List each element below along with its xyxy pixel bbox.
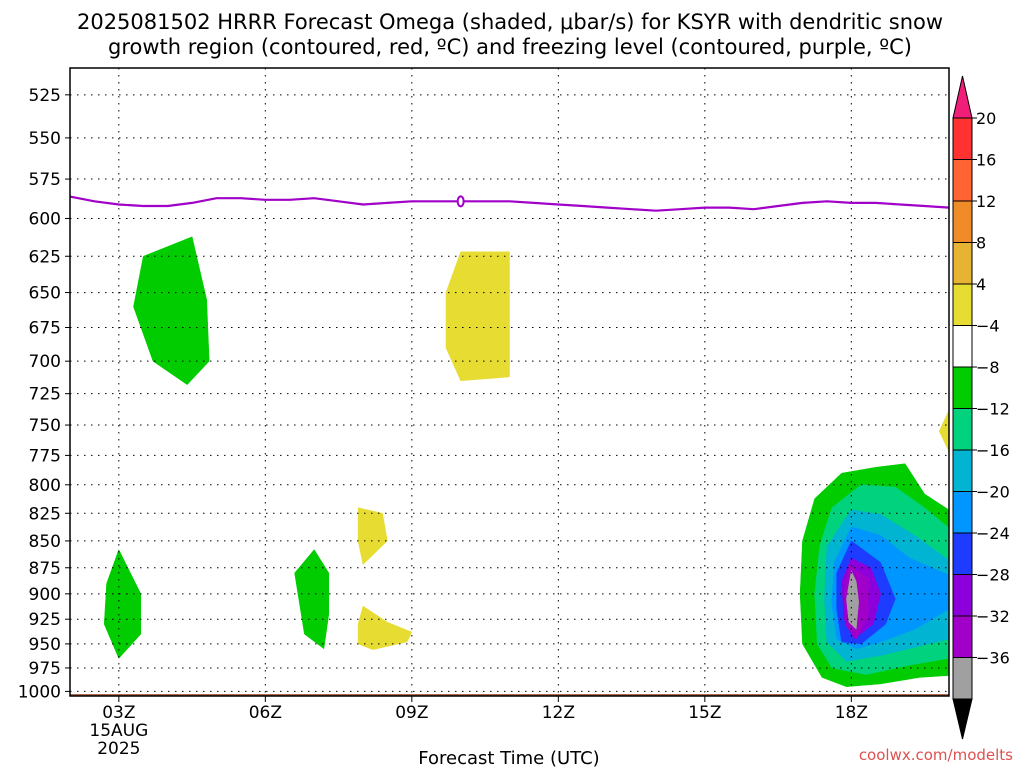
- x-tick-label-03Z: 03Z: [102, 703, 135, 723]
- y-axis: 525 550 575 600 625 650 675 700 725 750 775 800 825 8…: [18, 86, 70, 702]
- y-tick-label-800: 800: [29, 476, 61, 496]
- colorbar-bin-7: [952, 408, 973, 451]
- x-tick-label-15Z: 15Z: [688, 703, 721, 723]
- ground-surface: [70, 694, 949, 696]
- y-tick-label-975: 975: [29, 659, 61, 679]
- colorbar-top-arrow: [952, 75, 973, 119]
- colorbar-bin-9: [952, 491, 973, 534]
- colorbar-bin-2: [952, 200, 973, 243]
- freezing-level-layer: [69, 195, 950, 212]
- y-tick-label-1000: 1000: [18, 682, 61, 702]
- omega-colorbar: 20 16 12 8 4 −4 −8 −12 −16 −20 −24 −28 −32 −36: [952, 75, 1010, 740]
- omega-region-3: [294, 549, 330, 650]
- omega-region-14: [846, 570, 859, 630]
- y-tick-label-550: 550: [29, 129, 61, 149]
- colorbar-label-12: −32: [976, 607, 1010, 626]
- colorbar-label-13: −36: [976, 649, 1010, 668]
- colorbar-label-5: −4: [976, 317, 1000, 336]
- colorbar-bottom-arrow: [952, 698, 973, 740]
- colorbar-bin-13: [952, 657, 973, 700]
- colorbar-bin-12: [952, 615, 973, 658]
- omega-region-6: [938, 409, 950, 452]
- omega-region-0: [133, 236, 210, 386]
- freezing-level-line: [69, 195, 950, 212]
- y-tick-label-875: 875: [29, 559, 61, 579]
- colorbar-label-4: 4: [976, 275, 986, 294]
- y-tick-label-525: 525: [29, 86, 61, 106]
- omega-region-1: [445, 251, 510, 382]
- y-tick-label-650: 650: [29, 284, 61, 304]
- y-tick-label-625: 625: [29, 247, 61, 267]
- colorbar-bin-5: [952, 325, 973, 368]
- colorbar-bin-0: [952, 117, 973, 160]
- y-tick-label-775: 775: [29, 446, 61, 466]
- omega-region-4: [357, 507, 388, 566]
- y-tick-label-950: 950: [29, 635, 61, 655]
- colorbar-bin-6: [952, 366, 973, 409]
- colorbar-bin-10: [952, 532, 973, 575]
- y-tick-label-675: 675: [29, 319, 61, 339]
- y-tick-label-850: 850: [29, 532, 61, 552]
- y-tick-label-575: 575: [29, 170, 61, 190]
- colorbar-label-3: 8: [976, 234, 986, 253]
- colorbar-label-0: 20: [976, 109, 996, 128]
- colorbar-bin-3: [952, 242, 973, 285]
- freezing-level-label-marker: [456, 195, 465, 208]
- y-tick-label-825: 825: [29, 504, 61, 524]
- y-tick-label-725: 725: [29, 385, 61, 405]
- colorbar-label-9: −20: [976, 483, 1010, 502]
- colorbar-label-2: 12: [976, 192, 996, 211]
- omega-region-2: [103, 548, 142, 659]
- chart-title-line-2: growth region (contoured, red, ºC) and f…: [108, 35, 912, 59]
- colorbar-label-10: −24: [976, 524, 1010, 543]
- y-tick-label-750: 750: [29, 416, 61, 436]
- colorbar-bin-11: [952, 574, 973, 617]
- colorbar-bin-4: [952, 283, 973, 326]
- y-tick-label-925: 925: [29, 610, 61, 630]
- colorbar-label-6: −8: [976, 358, 1000, 377]
- colorbar-label-11: −28: [976, 566, 1010, 585]
- credit-link[interactable]: coolwx.com/modelts: [859, 746, 1013, 764]
- omega-shading: [103, 236, 950, 687]
- x-axis-label: Forecast Time (UTC): [418, 748, 599, 768]
- colorbar-label-8: −16: [976, 441, 1010, 460]
- x-tick-sublabel-0: 15AUG: [89, 721, 148, 741]
- ground-layer: [70, 694, 949, 696]
- colorbar-label-1: 16: [976, 151, 996, 170]
- y-tick-label-700: 700: [29, 352, 61, 372]
- x-tick-label-12Z: 12Z: [542, 703, 575, 723]
- colorbar-label-7: −12: [976, 400, 1010, 419]
- y-tick-label-600: 600: [29, 209, 61, 229]
- colorbar-bin-1: [952, 159, 973, 202]
- chart-title-line-1: 2025081502 HRRR Forecast Omega (shaded, …: [77, 10, 943, 34]
- x-tick-label-06Z: 06Z: [249, 703, 282, 723]
- x-tick-label-18Z: 18Z: [835, 703, 868, 723]
- x-tick-sublabel-1: 2025: [97, 739, 140, 759]
- omega-region-5: [357, 605, 413, 650]
- y-tick-label-900: 900: [29, 585, 61, 605]
- plot-frame: [69, 67, 950, 697]
- colorbar-bin-8: [952, 449, 973, 492]
- x-tick-label-09Z: 09Z: [395, 703, 428, 723]
